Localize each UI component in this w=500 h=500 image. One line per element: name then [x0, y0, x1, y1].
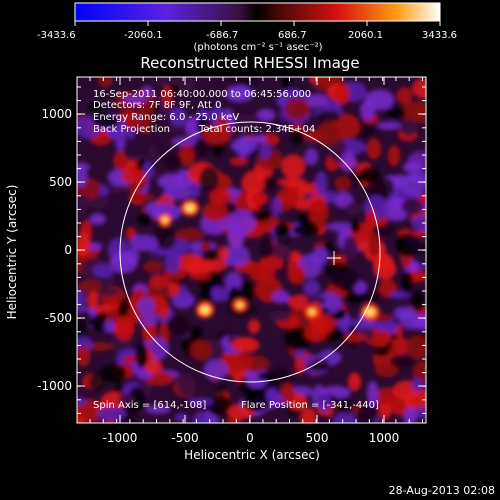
- footer-date: 28-Aug-2013 02:08: [389, 484, 495, 497]
- y-tick-label: 0: [64, 243, 72, 257]
- colorbar-tick-label: 3433.6: [422, 30, 457, 41]
- info-detectors: Detectors: 7F 8F 9F, Att 0: [93, 100, 221, 111]
- info-energy-range: Energy Range: 6.0 - 25.0 keV: [93, 112, 239, 123]
- x-axis-label: Heliocentric X (arcsec): [184, 448, 320, 462]
- colorbar-tick-label: -2060.1: [124, 30, 163, 41]
- y-tick-label: -500: [45, 311, 72, 325]
- emission-pattern: [77, 77, 426, 423]
- colorbar-tick-label: 686.7: [278, 30, 307, 41]
- info-method: Back Projection: [93, 124, 170, 135]
- colorbar-tick-label: -3433.6: [37, 30, 76, 41]
- colorbar-tick-label: 2060.1: [348, 30, 383, 41]
- axis-ticks: [77, 77, 426, 423]
- colorbar-gradient: [74, 2, 441, 22]
- solar-limb-circle: [119, 121, 381, 383]
- plot-title: Reconstructed RHESSI Image: [140, 54, 359, 72]
- x-tick-label: 500: [306, 431, 329, 445]
- colorbar: -3433.6 -2060.1 -686.7 686.7 2060.1 3433…: [37, 2, 457, 53]
- colorbar-ticks: [74, 21, 441, 26]
- y-tick-label: -1000: [37, 379, 72, 393]
- crosshair-marker: [327, 251, 341, 265]
- colorbar-units: (photons cm⁻² s⁻¹ asec⁻²): [193, 42, 322, 53]
- info-spin-axis: Spin Axis = [614,-108]: [93, 400, 206, 411]
- solar-image: [77, 77, 426, 423]
- y-tick-label: 500: [49, 175, 72, 189]
- y-tick-label: 1000: [41, 107, 72, 121]
- x-tick-label: 0: [246, 431, 254, 445]
- info-time-range: 16-Sep-2011 06:40:00.000 to 06:45:56.000: [93, 89, 311, 100]
- info-total-counts: Total counts: 2.34E+04: [198, 124, 315, 135]
- x-tick-label: -1000: [103, 431, 138, 445]
- info-flare-position: Flare Position = [-341,-440]: [241, 400, 379, 411]
- x-tick-label: -500: [171, 431, 198, 445]
- y-axis-label: Heliocentric Y (arcsec): [5, 185, 19, 320]
- x-tick-label: 1000: [369, 431, 400, 445]
- colorbar-tick-label: -686.7: [206, 30, 238, 41]
